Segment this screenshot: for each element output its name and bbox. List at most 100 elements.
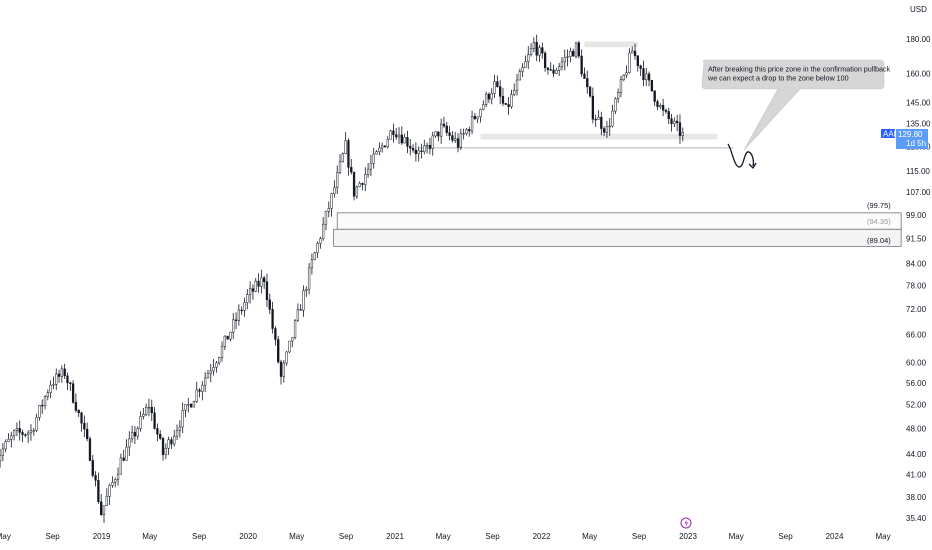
candle [333,180,336,198]
candle [617,88,620,103]
candle [12,429,16,441]
candle [608,117,611,136]
lightning-icon [684,519,688,527]
last-price-tag[interactable]: AAPL 129.80 1d 5h [881,129,928,149]
candle [451,131,454,143]
candle [296,303,300,323]
candle [38,404,41,421]
candle [305,286,308,297]
candle [77,409,80,417]
candle [614,97,617,115]
candle [628,48,631,74]
candle [173,429,176,447]
candle [417,146,420,162]
demand-zone-4[interactable] [333,228,902,247]
candle [456,133,460,153]
candle [645,68,648,86]
candle [279,359,283,385]
candle [147,398,151,417]
candle [636,55,639,72]
y-tick-label: 78.00 [906,281,927,290]
candle [423,139,426,155]
y-tick-label: 135.00 [906,120,931,129]
support-zone-0[interactable] [480,133,718,140]
candle [678,114,682,144]
candle [63,363,66,380]
candle [1,442,5,462]
y-tick-label: 56.00 [906,379,927,388]
candle [319,236,322,249]
candle [232,313,235,340]
candle [555,67,558,74]
candle [364,167,367,192]
resistance-zone-2[interactable] [584,41,638,48]
candle [560,57,564,71]
candle [392,123,395,143]
candle [605,120,609,139]
candle [153,407,156,430]
x-tick-label: May [582,532,597,541]
event-marker[interactable] [680,517,692,529]
y-tick-label: 160.00 [906,70,931,79]
candle [240,306,243,315]
x-tick-label: 2020 [239,532,257,541]
candle [642,60,645,87]
candle [178,420,182,438]
candle [145,403,148,417]
candle [265,273,269,307]
candle [49,380,52,399]
candle [541,42,544,59]
candle [465,128,468,136]
candle [35,413,38,433]
price-axis: 180.00160.00145.00135.00125.00115.00107.… [906,35,931,523]
candle [344,132,347,155]
candle [69,381,72,392]
candle [142,407,145,420]
price-tag-bg [896,129,928,149]
candle [431,131,434,156]
candle [204,372,207,393]
candle [322,217,325,241]
candle [7,433,10,443]
candle [150,399,153,422]
candle [336,165,339,194]
candle [442,116,446,128]
candle [496,75,499,88]
candle [302,285,305,317]
candle [156,423,159,442]
annotation-callout[interactable]: After breaking this price zone in the co… [701,59,891,151]
candle [527,46,530,70]
candle [130,425,134,443]
candle [521,63,524,77]
candle [569,47,572,63]
candle [664,108,668,114]
candle [18,420,21,441]
candle [515,74,519,96]
demand-zone-3[interactable] [336,212,902,230]
y-tick-label: 72.00 [906,305,927,314]
candle [55,368,58,391]
candle [656,99,659,110]
candle [375,150,378,155]
candle [667,107,670,125]
candle [583,67,586,79]
candle [594,114,597,127]
candle [473,112,477,120]
candle [271,301,274,334]
candle [43,395,47,410]
annotation-text-line-1: After breaking this price zone in the co… [708,65,891,74]
x-tick-label: 2022 [533,532,551,541]
candle [46,389,49,401]
projection-path[interactable] [727,143,757,170]
candle [316,241,319,258]
candle [139,411,142,432]
candle [285,350,288,366]
x-tick-label: Sep [778,532,793,541]
candle [428,137,432,155]
candle [462,128,465,140]
candle [580,49,583,77]
candlestick-series [0,34,684,523]
candle [403,133,406,144]
candle [192,400,196,408]
